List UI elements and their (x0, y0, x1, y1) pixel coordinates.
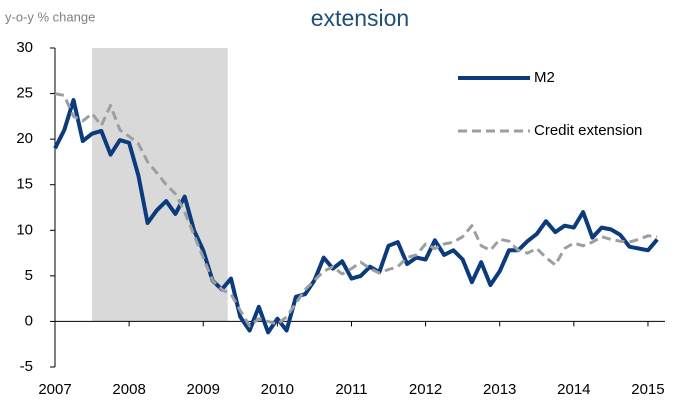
series-line (53, 98, 659, 335)
y-tick-label: 15 (16, 176, 33, 193)
y-tick-label: -5 (20, 358, 33, 375)
x-tick-label: 2007 (38, 381, 71, 398)
series-line (54, 92, 658, 328)
y-tick-label: 20 (16, 130, 33, 147)
legend-label: M2 (534, 69, 555, 86)
x-tick-label: 2011 (335, 381, 367, 398)
x-tick-label: 2009 (187, 381, 220, 398)
x-tick-label: 2008 (112, 381, 145, 398)
x-tick-label: 2013 (483, 381, 516, 398)
y-tick-label: 0 (25, 312, 33, 329)
y-tick-label: 25 (16, 85, 33, 102)
legend-label: Credit extension (534, 122, 642, 139)
y-tick-label: 10 (16, 221, 33, 238)
highlight-band (92, 48, 228, 322)
chart-title: extension (311, 5, 409, 31)
x-tick-label: 2012 (409, 381, 442, 398)
x-tick-label: 2014 (557, 381, 590, 398)
y-tick-label: 30 (16, 39, 33, 56)
x-tick-label: 2015 (631, 381, 664, 398)
x-tick-label: 2010 (261, 381, 294, 398)
y-axis-label: y-o-y % change (5, 9, 95, 24)
y-tick-label: 5 (25, 267, 33, 284)
